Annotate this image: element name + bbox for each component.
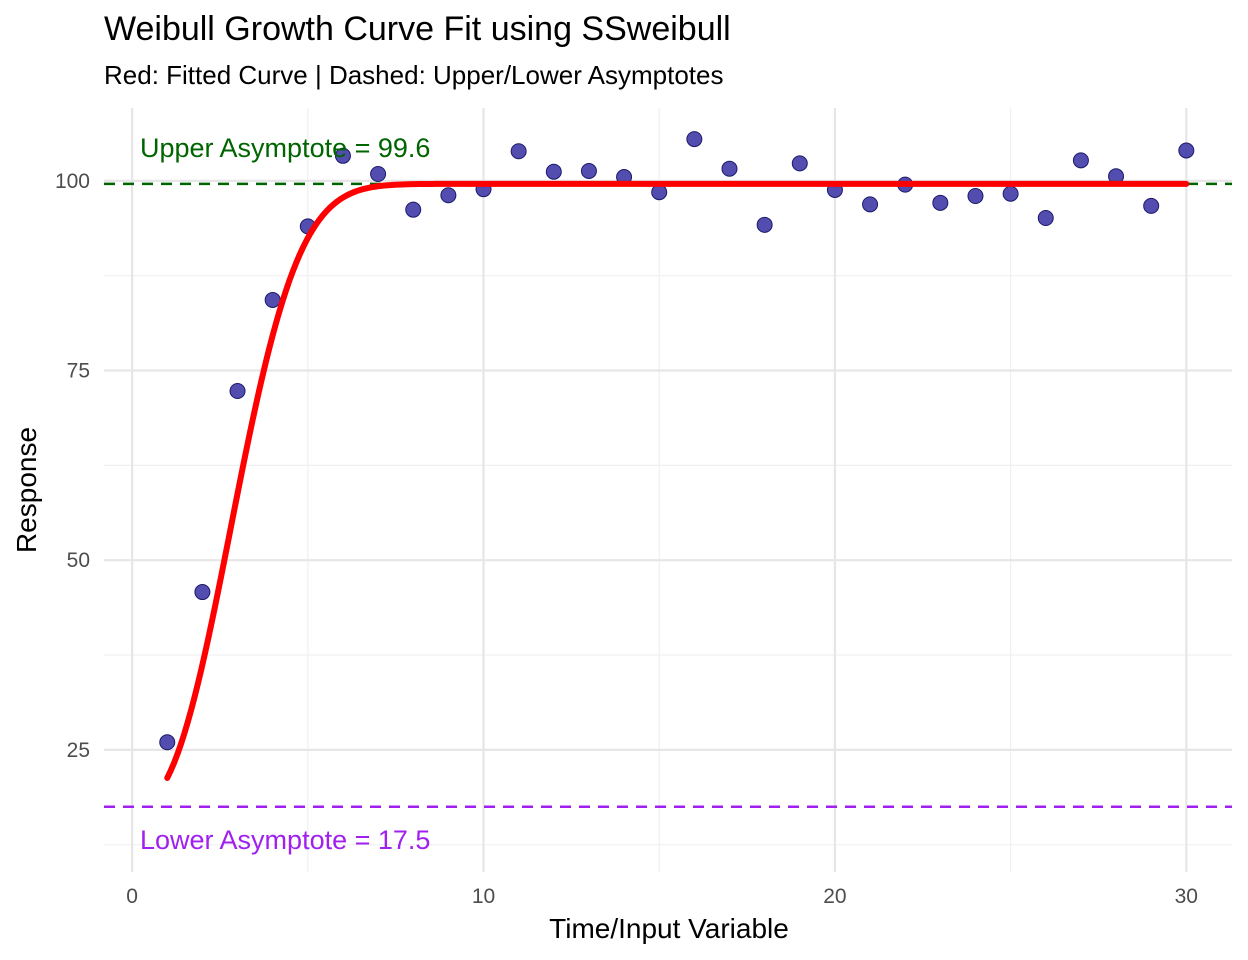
chart-subtitle: Red: Fitted Curve | Dashed: Upper/Lower … [104,60,723,90]
data-point [159,734,176,751]
data-point [1002,185,1019,202]
y-tick-label: 25 [67,739,90,762]
data-point [405,201,422,218]
x-tick-label: 10 [472,885,495,908]
data-point [932,194,949,211]
data-point [580,162,597,179]
fitted-curve [164,180,1190,781]
x-tick-label: 0 [126,885,138,908]
data-point [194,584,211,601]
data-point [545,163,562,180]
data-point [440,187,457,204]
data-point [721,160,738,177]
data-point [967,188,984,205]
y-tick-label: 100 [55,170,90,193]
y-axis-label: Response [11,427,42,553]
data-point [862,196,879,213]
data-point [370,166,387,183]
x-tick-label: 20 [823,885,846,908]
x-axis-label: Time/Input Variable [549,913,789,944]
data-point [510,143,527,160]
chart-title: Weibull Growth Curve Fit using SSweibull [104,10,731,48]
data-point [334,147,351,164]
fitted-curve-layer [164,180,1190,781]
data-points [159,131,1195,751]
data-point [1178,142,1195,159]
data-point [1037,210,1054,227]
lower-asymptote-label: Lower Asymptote = 17.5 [140,825,430,855]
data-point [756,216,773,233]
upper-asymptote-label: Upper Asymptote = 99.6 [140,133,430,163]
data-point [1143,197,1160,214]
data-point [264,291,281,308]
y-tick-label: 50 [67,549,90,572]
grid [104,108,1232,872]
axis-ticks: 0 10 20 30 25 50 75 100 [55,170,1198,908]
asymptote-lines [104,182,1232,808]
data-point [686,131,703,148]
data-point [1072,152,1089,169]
x-tick-label: 30 [1175,885,1198,908]
data-point [651,184,668,201]
data-point [229,382,246,399]
y-tick-label: 75 [67,360,90,383]
data-point [791,155,808,172]
